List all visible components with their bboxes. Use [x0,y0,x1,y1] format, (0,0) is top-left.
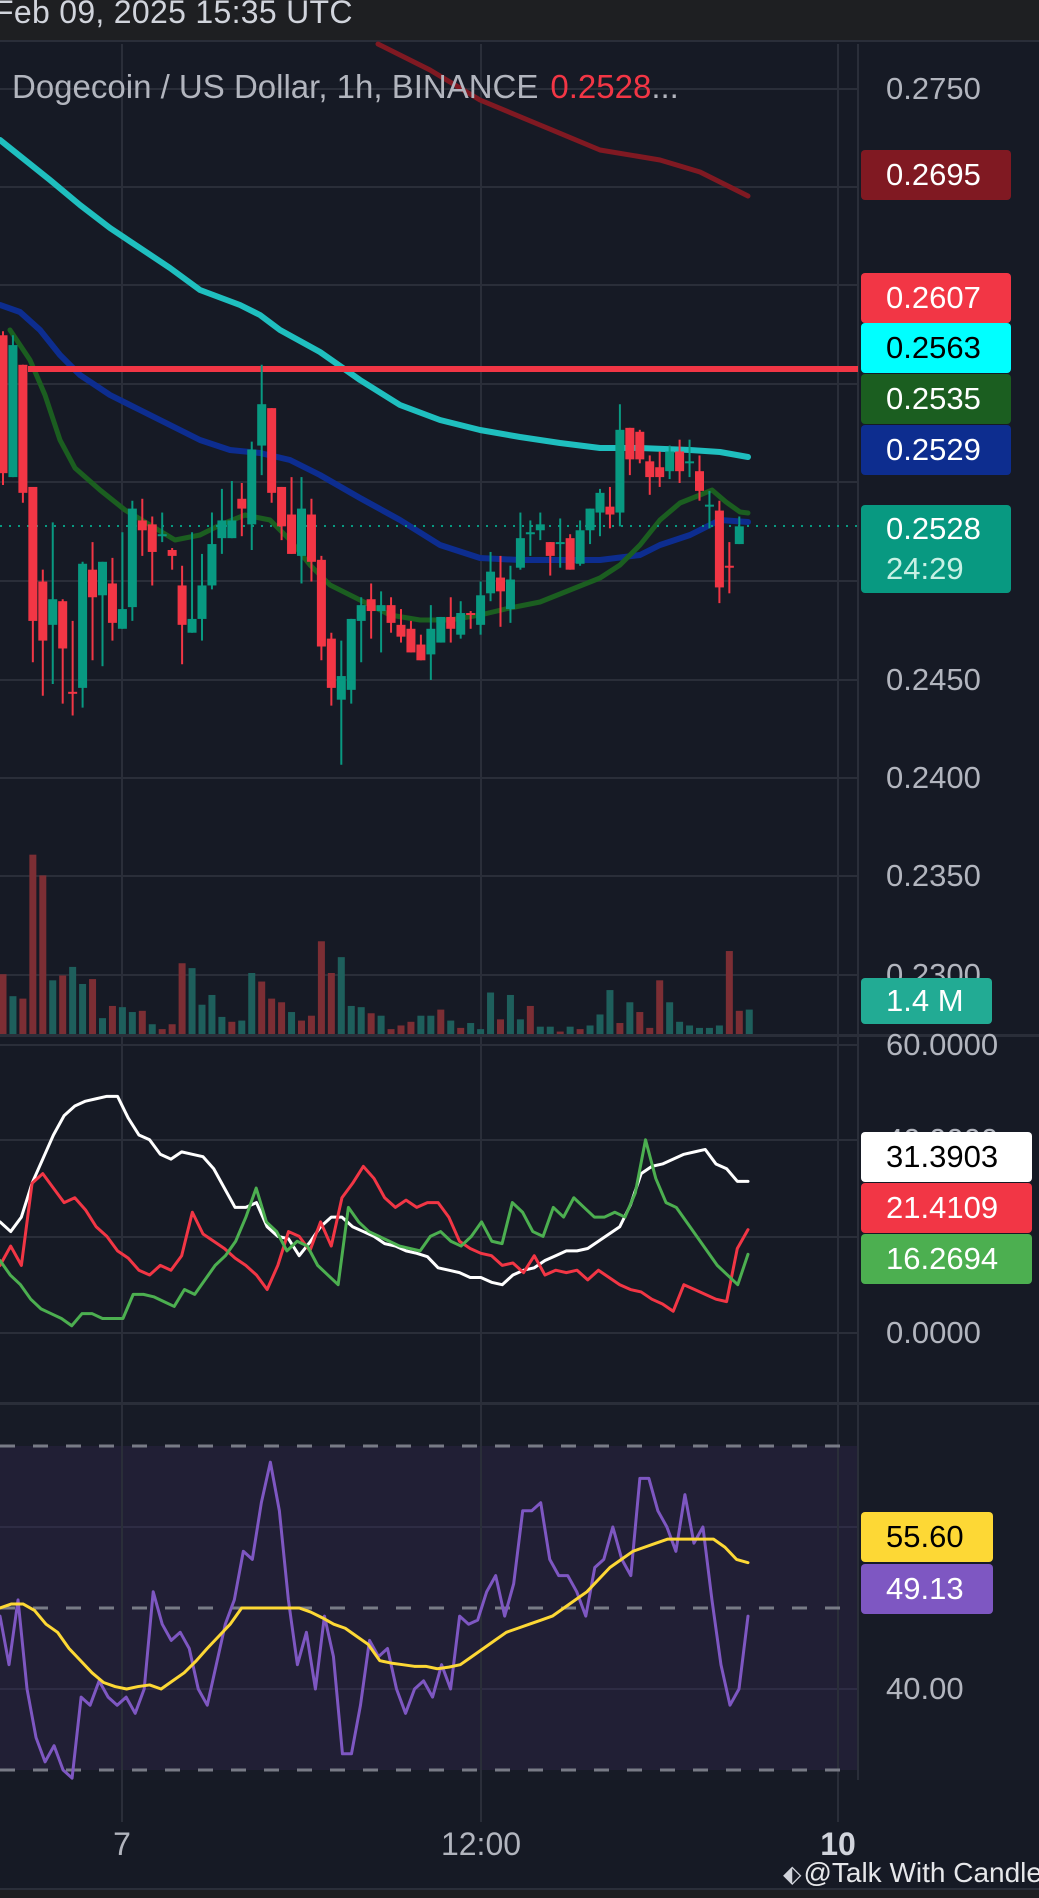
watermark-text: @Talk With Candle [803,1857,1039,1888]
time-axis-label: 7 [113,1826,131,1862]
last-price-value: 0.2528 [886,511,981,546]
axis-tick-label: 0.2450 [886,662,981,697]
bar-countdown: 24:29 [886,551,964,586]
time-axis-label: 12:00 [440,1826,522,1862]
grid-lines [0,44,859,1822]
volume-bars [0,854,753,1034]
volume-tag: 1.4 M [861,978,992,1024]
rsi-tag: 49.13 [861,1564,993,1614]
axis-tick-label: 40.00 [886,1671,964,1706]
bottom-bar [0,1888,1039,1898]
legend-ellipsis: ... [651,68,679,105]
legend-last-price: 0.2528 [550,68,652,105]
adx-tag: 31.3903 [861,1132,1032,1182]
symbol-title: Dogecoin / US Dollar, 1h, BINANCE [12,68,539,105]
ma-50-tag: 0.2529 [861,425,1011,475]
axis-tick-label: 0.0000 [886,1315,981,1350]
time-axis-label: 10 [820,1826,856,1862]
dmi-lines [0,1094,750,1328]
rsi-lines [0,1460,750,1780]
di-plus-tag: 16.2694 [861,1234,1032,1284]
symbol-legend[interactable]: Dogecoin / US Dollar, 1h, BINANCE 0.2528.… [12,68,679,106]
axis-tick-label: 0.2750 [886,71,981,106]
binance-logo-icon: ⬖ [783,1861,802,1888]
ma-100-tag: 0.2563 [861,323,1011,373]
axis-tick-label: 0.2350 [886,858,981,893]
ma-20-tag: 0.2535 [861,374,1011,424]
resistance-tag: 0.2607 [861,273,1011,323]
last-price-tag: 0.2528 24:29 [861,505,1011,593]
watermark: ⬖@Talk With Candle [783,1857,1039,1889]
volume-value: 1.4 M [886,983,964,1018]
rsi-ma-tag: 55.60 [861,1512,993,1562]
header-bar: Feb 09, 2025 15:35 UTC [0,0,1039,42]
crosshair-datetime: Feb 09, 2025 15:35 UTC [0,0,353,30]
pane-separator[interactable] [0,1402,1039,1405]
di-minus-tag: 21.4109 [861,1183,1032,1233]
axis-tick-label: 60.0000 [886,1027,999,1062]
ma-200-tag: 0.2695 [861,150,1011,200]
pane-separator[interactable] [0,1034,1039,1037]
candlesticks [0,331,744,765]
axis-tick-label: 0.2400 [886,760,981,795]
